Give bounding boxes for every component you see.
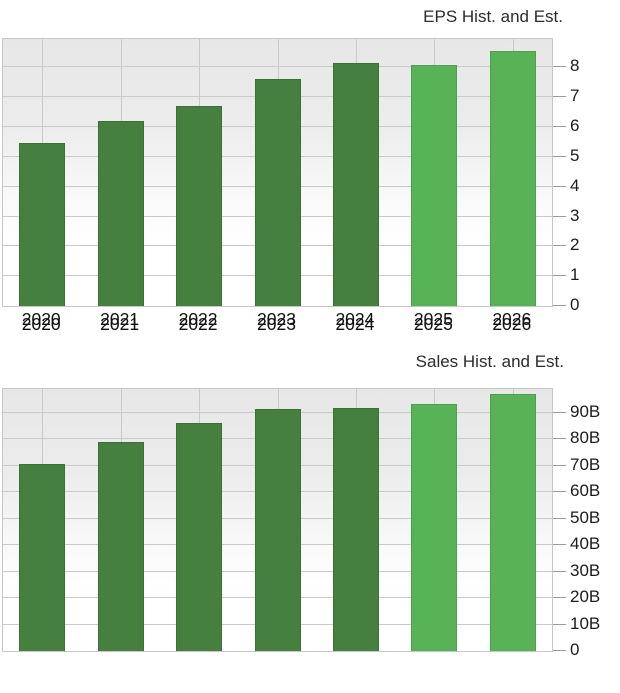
y-tick [553,66,566,68]
y-tick-label: 6 [570,116,580,135]
y-tick [553,245,566,247]
y-tick [553,411,566,413]
y-tick [553,650,566,651]
bar-2020 [19,142,66,306]
eps-y-axis: 0 1 2 3 4 5 6 7 8 [553,38,620,314]
x-tick-label: 2025 [413,314,453,334]
bar-2023 [254,78,301,306]
x-tick-label: 2025 [413,309,453,329]
sales-y-axis: 0 10B 20B 30B 40B 50B 60B 70B 80B 90B [553,388,620,659]
x-tick-label: 2020 [21,309,61,329]
y-tick [553,597,566,599]
y-tick-label: 30B [570,560,601,580]
y-tick-label: 2 [570,235,580,255]
y-tick-label: 0 [570,640,580,659]
bar-2026 [489,51,536,306]
bar-2025 [411,65,458,306]
y-tick-label: 70B [570,454,601,474]
x-tick-label: 2023 [257,314,296,334]
x-tick-label: 2021 [100,309,140,329]
y-tick [553,544,566,546]
sales-plot-area [2,388,553,652]
y-tick [553,155,566,157]
y-tick [553,438,566,440]
x-tick-label: 2026 [492,314,532,334]
x-tick-label: 2020 [21,314,61,334]
x-tick-label: 2024 [335,309,375,329]
bar-2026 [489,393,536,651]
sales-chart: Sales Hist. and Est. 0 10B 20B 30B 40B 50B 60B… [0,314,620,693]
y-tick-label: 60B [570,481,601,501]
bar-2020 [19,463,66,651]
sales-x-axis: 2020 2021 2022 2023 2024 2025 2026 [2,314,553,340]
y-tick-label: 50B [570,507,601,527]
y-tick-label: 4 [570,175,580,195]
eps-chart-title: EPS Hist. and Est. [423,7,563,26]
bar-2025 [411,403,458,651]
x-tick-label: 2022 [178,309,218,329]
x-tick-label: 2024 [335,314,375,334]
y-tick-label: 1 [570,265,580,285]
y-tick-label: 5 [570,145,580,165]
y-tick [553,517,566,519]
eps-plot-area [2,38,553,307]
y-tick [553,126,566,127]
bar-2023 [254,408,301,651]
y-tick-label: 90B [570,401,601,421]
y-tick [553,275,566,277]
y-tick-label: 80B [570,428,601,448]
y-tick-label: 10B [570,613,601,633]
bar-2024 [332,62,379,306]
y-tick-label: 3 [570,205,580,225]
y-tick [553,185,566,187]
x-tick-label: 2023 [257,309,296,329]
y-tick [553,215,566,217]
bar-2022 [176,105,223,306]
bar-2021 [97,442,144,651]
y-tick [553,96,566,98]
y-tick-label: 8 [570,56,580,76]
y-tick [553,491,566,493]
y-tick-label: 20B [570,587,601,607]
bar-2024 [332,408,379,651]
x-tick-label: 2022 [178,314,218,334]
x-tick-label: 2026 [492,309,532,329]
y-tick [553,305,566,306]
y-tick-label: 40B [570,534,601,554]
bar-2021 [97,120,144,306]
y-tick [553,464,566,466]
y-tick [553,623,566,625]
y-tick-label: 7 [570,86,580,106]
y-tick [553,570,566,572]
x-tick-label: 2021 [100,314,140,334]
bar-2022 [176,422,223,651]
y-tick-label: 0 [570,295,580,314]
sales-chart-title: Sales Hist. and Est. [415,352,564,371]
eps-x-axis: 2020 2021 2022 2023 2024 2025 2026 [2,309,553,335]
